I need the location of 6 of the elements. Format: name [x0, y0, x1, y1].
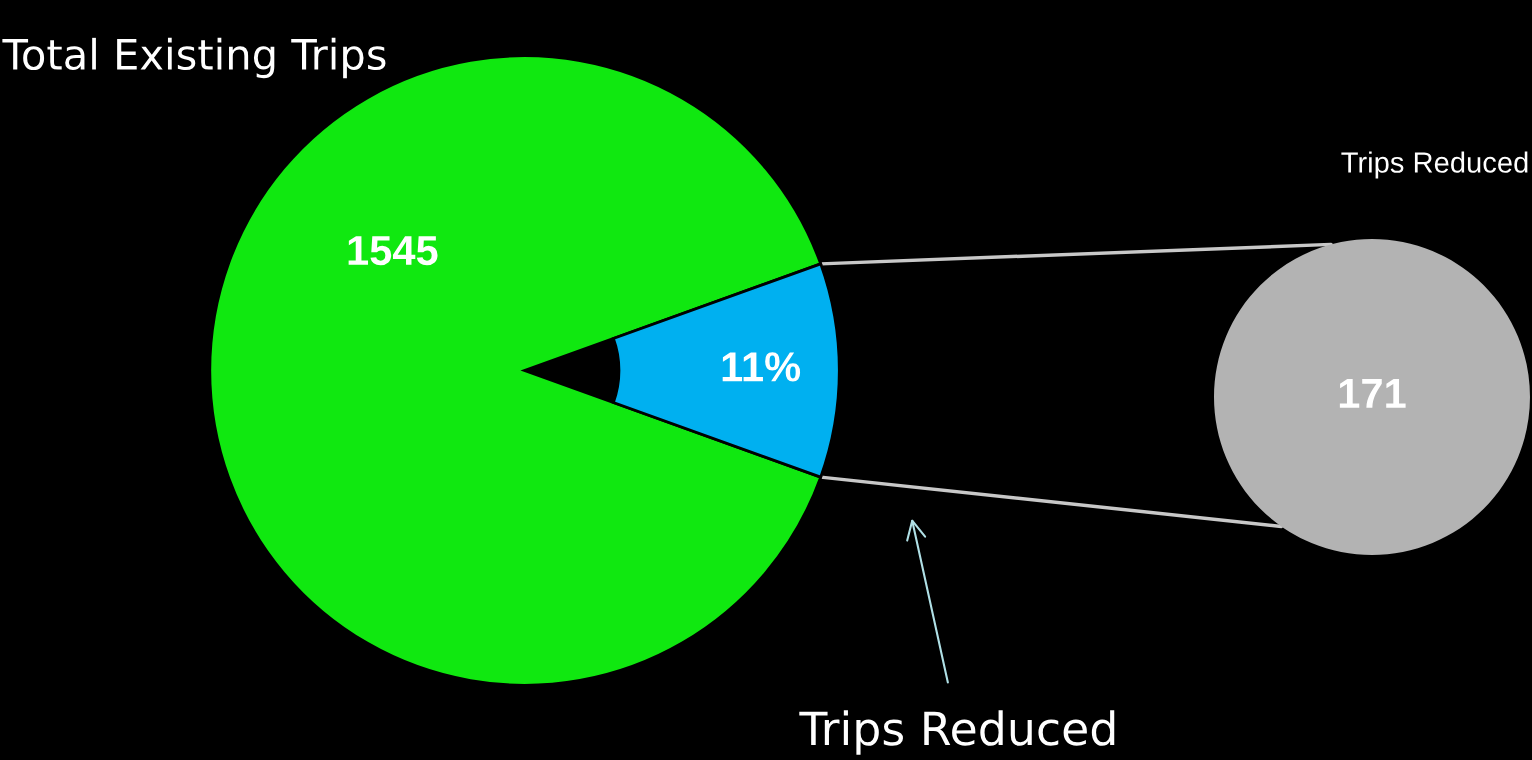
data-label: 171: [1339, 379, 1406, 408]
chart-title: Total Existing Trips: [2, 37, 386, 79]
data-label: 11%: [722, 352, 801, 382]
text: 1545: [348, 236, 438, 266]
chart-title: Trips Reduced: [1341, 151, 1528, 179]
text: Trips Reduced: [799, 710, 1115, 755]
